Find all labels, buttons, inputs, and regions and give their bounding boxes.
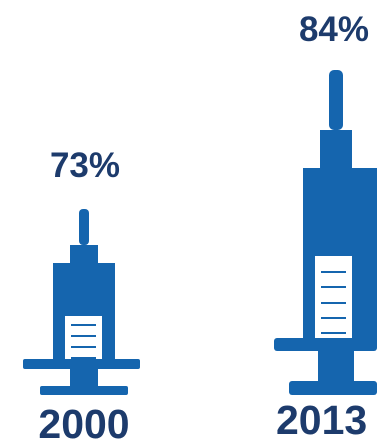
- value-label-2000: 73%: [50, 146, 120, 185]
- category-label-2000: 2000: [38, 401, 129, 442]
- syringe-mark-2013: [274, 70, 377, 395]
- category-label-2013: 2013: [276, 397, 367, 442]
- syringe-mark-2000: [23, 209, 140, 395]
- value-label-2013: 84%: [299, 10, 369, 49]
